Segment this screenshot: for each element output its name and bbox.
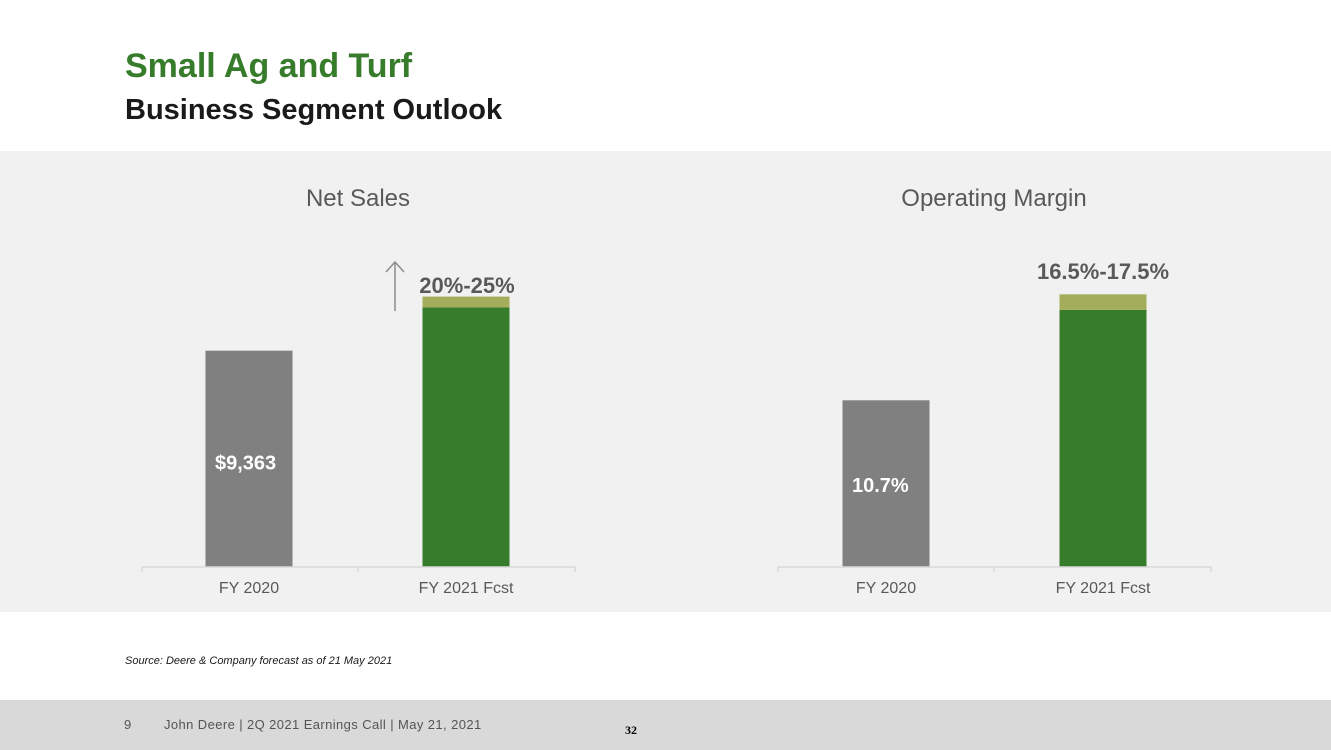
slide-title: Small Ag and Turf — [125, 47, 413, 85]
chart1-tick-label-1: FY 2020 — [219, 580, 279, 597]
chart2-bar-2 — [1059, 309, 1147, 567]
chart1-range-bar-2 — [422, 296, 510, 308]
chart2-tick-label-2: FY 2021 Fcst — [1056, 580, 1151, 597]
page-number: 9 — [124, 717, 132, 732]
chart2-tick-label-1: FY 2020 — [856, 580, 916, 597]
chart2-range-bar-2 — [1059, 294, 1147, 310]
chart2-bar-1 — [842, 400, 930, 567]
page-stamp: 32 — [625, 723, 637, 737]
charts-svg: Net Sales $9,363 FY 2020 FY 2021 Fcst 20%-25… — [141, 185, 1212, 597]
chart1-tick-label-2: FY 2021 Fcst — [419, 580, 514, 597]
chart1-bar-2 — [422, 307, 510, 567]
charts-panel: Net Sales $9,363 FY 2020 FY 2021 Fcst 20%-25… — [0, 151, 1331, 612]
chart2-title: Operating Margin — [901, 185, 1086, 212]
footer-bar: 9 John Deere | 2Q 2021 Earnings Call | M… — [0, 700, 1331, 750]
chart1-annotation: 20%-25% — [419, 273, 514, 298]
footer-text: John Deere | 2Q 2021 Earnings Call | May… — [164, 717, 482, 732]
chart1-data-label-1: $9,363 — [215, 453, 276, 475]
source-note: Source: Deere & Company forecast as of 2… — [125, 655, 393, 667]
chart2-annotation: 16.5%-17.5% — [1037, 259, 1169, 284]
chart1-title: Net Sales — [306, 185, 410, 212]
chart1-bar-1 — [205, 350, 293, 567]
slide-subtitle: Business Segment Outlook — [125, 94, 503, 126]
up-arrow-icon — [385, 260, 405, 311]
chart2-data-label-1: 10.7% — [852, 475, 909, 497]
